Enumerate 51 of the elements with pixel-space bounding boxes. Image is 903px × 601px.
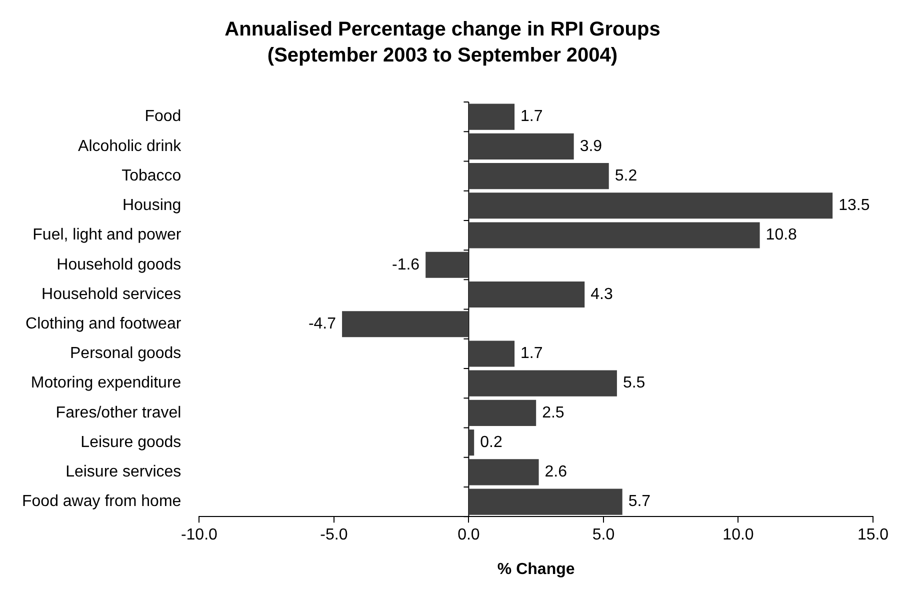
bar — [469, 281, 585, 308]
bar — [469, 430, 474, 456]
bar — [469, 488, 622, 515]
x-tick-label: 0.0 — [458, 526, 480, 544]
y-tick-label: Alcoholic drink — [78, 138, 182, 155]
bar — [469, 133, 574, 160]
data-label: 3.9 — [580, 138, 602, 155]
bar — [469, 163, 609, 190]
bar — [426, 252, 468, 278]
x-tick-label: 5.0 — [592, 526, 615, 544]
y-tick-label: Household services — [42, 286, 182, 303]
chart-subtitle: (September 2003 to September 2004) — [267, 44, 618, 67]
y-tick-label: Motoring expenditure — [30, 374, 182, 392]
bar — [469, 104, 515, 130]
x-tick-label: -10.0 — [180, 526, 218, 544]
y-tick-label: Food away from home — [22, 493, 182, 510]
y-tick-label: Food — [144, 108, 182, 126]
bar — [342, 311, 468, 338]
y-tick-label: Clothing and footwear — [26, 316, 182, 333]
data-label: 13.5 — [838, 197, 870, 214]
chart-title: Annualised Percentage change in RPI Groups — [224, 18, 660, 41]
data-label: 4.3 — [590, 286, 613, 303]
data-label: 1.7 — [520, 108, 543, 126]
data-label: 2.5 — [542, 404, 564, 422]
x-tick-label: 10.0 — [722, 526, 754, 544]
data-label: -4.7 — [308, 316, 336, 333]
data-label: 1.7 — [520, 345, 543, 362]
x-axis-title: % Change — [497, 560, 575, 578]
bar — [469, 222, 760, 248]
y-tick-label: Fuel, light and power — [32, 226, 182, 244]
bar — [469, 459, 539, 486]
data-label: 2.6 — [544, 464, 568, 481]
data-label: 5.7 — [628, 493, 651, 510]
y-tick-label: Household goods — [56, 256, 182, 274]
data-label: 10.8 — [766, 226, 798, 244]
bar — [469, 370, 617, 396]
data-label: 0.2 — [480, 434, 502, 451]
bar — [469, 192, 833, 219]
y-tick-label: Fares/other travel — [56, 404, 182, 422]
y-tick-label: Leisure goods — [80, 434, 182, 451]
y-tick-label: Tobacco — [122, 167, 182, 184]
y-tick-label: Housing — [122, 197, 182, 214]
data-label: 5.5 — [622, 374, 646, 392]
x-tick-label: 15.0 — [857, 526, 889, 544]
data-label: 5.2 — [614, 167, 638, 184]
bar — [469, 340, 515, 367]
bar — [469, 400, 536, 426]
y-tick-label: Leisure services — [66, 464, 182, 481]
data-label: -1.6 — [392, 256, 420, 274]
x-tick-label: -5.0 — [320, 526, 348, 544]
y-tick-label: Personal goods — [70, 345, 182, 362]
